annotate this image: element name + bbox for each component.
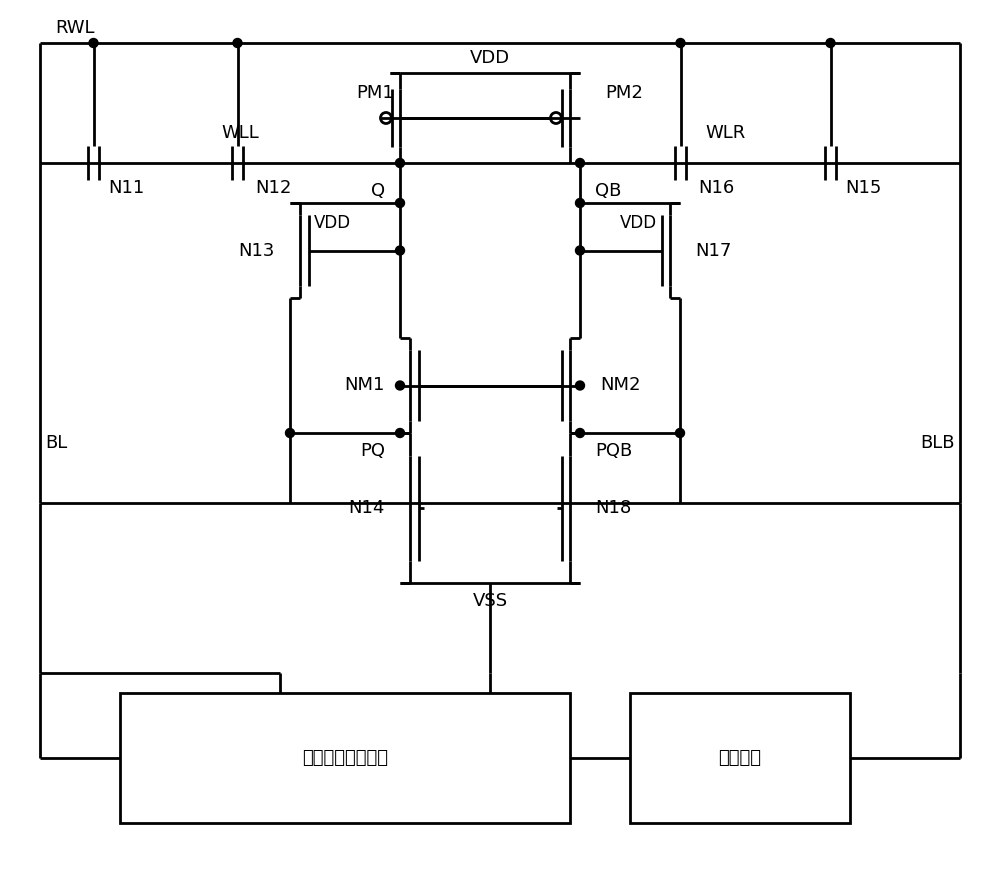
Text: BLB: BLB <box>920 434 955 452</box>
Text: N12: N12 <box>255 179 291 197</box>
Text: N11: N11 <box>108 179 144 197</box>
Text: 两级灵敏放大电路: 两级灵敏放大电路 <box>302 749 388 767</box>
Text: VDD: VDD <box>470 49 510 67</box>
Text: VDD: VDD <box>314 214 351 231</box>
Text: N18: N18 <box>595 499 631 517</box>
Text: PQ: PQ <box>360 442 385 460</box>
Circle shape <box>576 381 584 390</box>
Text: Q: Q <box>371 182 385 200</box>
Circle shape <box>676 429 684 437</box>
Circle shape <box>396 246 404 255</box>
Circle shape <box>576 429 584 437</box>
Bar <box>630 693 850 823</box>
Text: BL: BL <box>45 434 67 452</box>
Text: N17: N17 <box>695 242 731 259</box>
Text: WLR: WLR <box>705 124 745 142</box>
Text: WLL: WLL <box>221 124 259 142</box>
Circle shape <box>576 198 584 208</box>
Circle shape <box>89 38 98 47</box>
Circle shape <box>286 429 294 437</box>
Text: 输出电路: 输出电路 <box>718 749 762 767</box>
Text: N16: N16 <box>698 179 734 197</box>
Text: VDD: VDD <box>619 214 656 231</box>
Text: NM2: NM2 <box>600 376 640 395</box>
Circle shape <box>826 38 835 47</box>
Text: QB: QB <box>595 182 621 200</box>
Text: PM1: PM1 <box>356 84 394 102</box>
Text: N15: N15 <box>845 179 881 197</box>
Text: N13: N13 <box>239 242 275 259</box>
Circle shape <box>576 246 584 255</box>
Text: RWL: RWL <box>55 19 94 37</box>
Circle shape <box>396 198 404 208</box>
Circle shape <box>396 381 404 390</box>
Text: NM1: NM1 <box>345 376 385 395</box>
Text: VSS: VSS <box>472 592 508 610</box>
Circle shape <box>676 38 685 47</box>
Text: N14: N14 <box>349 499 385 517</box>
Circle shape <box>396 159 404 168</box>
Circle shape <box>396 429 404 437</box>
Text: PQB: PQB <box>595 442 632 460</box>
Text: PM2: PM2 <box>605 84 643 102</box>
Circle shape <box>576 159 584 168</box>
Circle shape <box>233 38 242 47</box>
Bar <box>120 693 570 823</box>
